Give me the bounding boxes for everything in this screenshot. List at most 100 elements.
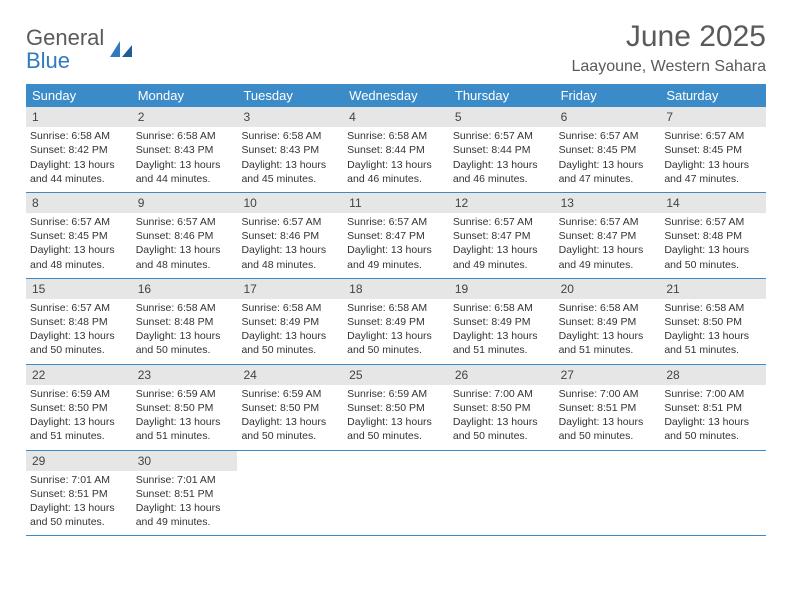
calendar-day-cell: 1Sunrise: 6:58 AMSunset: 8:42 PMDaylight… [26, 107, 132, 192]
sunset-line: Sunset: 8:48 PM [664, 229, 762, 243]
day-number: 24 [237, 365, 343, 385]
calendar-day-cell: 13Sunrise: 6:57 AMSunset: 8:47 PMDayligh… [555, 193, 661, 278]
daylight-line: Daylight: 13 hours and 48 minutes. [30, 243, 128, 271]
day-number: 9 [132, 193, 238, 213]
daylight-line: Daylight: 13 hours and 51 minutes. [30, 415, 128, 443]
daylight-line: Daylight: 13 hours and 47 minutes. [559, 158, 657, 186]
calendar-day-cell: 28Sunrise: 7:00 AMSunset: 8:51 PMDayligh… [660, 365, 766, 450]
calendar-empty-cell [660, 451, 766, 536]
sunrise-line: Sunrise: 6:58 AM [241, 129, 339, 143]
day-number: 28 [660, 365, 766, 385]
day-of-week-header: Saturday [660, 84, 766, 107]
day-number: 12 [449, 193, 555, 213]
sunrise-line: Sunrise: 6:57 AM [241, 215, 339, 229]
sunset-line: Sunset: 8:47 PM [347, 229, 445, 243]
daylight-line: Daylight: 13 hours and 50 minutes. [347, 329, 445, 357]
calendar-day-cell: 27 Sunrise: 7:00 AMSunset: 8:51 PMDayligh… [555, 365, 661, 450]
daylight-line: Daylight: 13 hours and 51 minutes. [453, 329, 551, 357]
calendar-day-cell: 4Sunrise: 6:58 AMSunset: 8:44 PMDaylight… [343, 107, 449, 192]
daylight-line: Daylight: 13 hours and 45 minutes. [241, 158, 339, 186]
brand-sail-icon [108, 39, 134, 59]
day-of-week-header: Monday [132, 84, 238, 107]
sunset-line: Sunset: 8:51 PM [559, 401, 657, 415]
sunrise-line: Sunrise: 6:57 AM [136, 215, 234, 229]
sunrise-line: Sunrise: 7:01 AM [30, 473, 128, 487]
day-number: 13 [555, 193, 661, 213]
sunset-line: Sunset: 8:46 PM [136, 229, 234, 243]
daylight-line: Daylight: 13 hours and 50 minutes. [241, 415, 339, 443]
daylight-line: Daylight: 13 hours and 50 minutes. [664, 243, 762, 271]
calendar-empty-cell [343, 451, 449, 536]
sunrise-line: Sunrise: 6:57 AM [30, 215, 128, 229]
day-number: 5 [449, 107, 555, 127]
calendar-day-cell: 21Sunrise: 6:58 AMSunset: 8:50 PMDayligh… [660, 279, 766, 364]
sunrise-line: Sunrise: 6:58 AM [30, 129, 128, 143]
day-of-week-header: Wednesday [343, 84, 449, 107]
calendar-day-cell: 30Sunrise: 7:01 AMSunset: 8:51 PMDayligh… [132, 451, 238, 536]
calendar-day-cell: 5Sunrise: 6:57 AMSunset: 8:44 PMDaylight… [449, 107, 555, 192]
day-number: 30 [132, 451, 238, 471]
sunset-line: Sunset: 8:47 PM [559, 229, 657, 243]
calendar-day-cell: 2Sunrise: 6:58 AMSunset: 8:43 PMDaylight… [132, 107, 238, 192]
sunrise-line: Sunrise: 7:00 AM [453, 387, 551, 401]
sunset-line: Sunset: 8:49 PM [347, 315, 445, 329]
daylight-line: Daylight: 13 hours and 49 minutes. [453, 243, 551, 271]
calendar-day-cell: 29Sunrise: 7:01 AMSunset: 8:51 PMDayligh… [26, 451, 132, 536]
calendar-body: 1Sunrise: 6:58 AMSunset: 8:42 PMDaylight… [26, 107, 766, 536]
sunset-line: Sunset: 8:42 PM [30, 143, 128, 157]
daylight-line: Daylight: 13 hours and 49 minutes. [559, 243, 657, 271]
sunrise-line: Sunrise: 6:59 AM [241, 387, 339, 401]
day-number: 10 [237, 193, 343, 213]
sunset-line: Sunset: 8:50 PM [241, 401, 339, 415]
daylight-line: Daylight: 13 hours and 49 minutes. [136, 501, 234, 529]
sunrise-line: Sunrise: 6:57 AM [30, 301, 128, 315]
sunrise-line: Sunrise: 6:58 AM [453, 301, 551, 315]
sunset-line: Sunset: 8:43 PM [241, 143, 339, 157]
calendar-week-row: 22Sunrise: 6:59 AMSunset: 8:50 PMDayligh… [26, 365, 766, 451]
sunset-line: Sunset: 8:51 PM [30, 487, 128, 501]
calendar-day-cell: 19Sunrise: 6:58 AMSunset: 8:49 PMDayligh… [449, 279, 555, 364]
day-number: 27 [555, 365, 661, 385]
day-of-week-header-row: SundayMondayTuesdayWednesdayThursdayFrid… [26, 84, 766, 107]
calendar-day-cell: 11Sunrise: 6:57 AMSunset: 8:47 PMDayligh… [343, 193, 449, 278]
sunset-line: Sunset: 8:44 PM [453, 143, 551, 157]
sunrise-line: Sunrise: 7:00 AM [559, 387, 657, 401]
daylight-line: Daylight: 13 hours and 51 minutes. [136, 415, 234, 443]
sunset-line: Sunset: 8:47 PM [453, 229, 551, 243]
calendar-empty-cell [237, 451, 343, 536]
day-number: 18 [343, 279, 449, 299]
sunset-line: Sunset: 8:45 PM [559, 143, 657, 157]
day-number: 23 [132, 365, 238, 385]
calendar-day-cell: 16Sunrise: 6:58 AMSunset: 8:48 PMDayligh… [132, 279, 238, 364]
day-number: 2 [132, 107, 238, 127]
calendar-day-cell: 24 Sunrise: 6:59 AMSunset: 8:50 PMDayligh… [237, 365, 343, 450]
sunset-line: Sunset: 8:51 PM [136, 487, 234, 501]
title-block: June 2025 Laayoune, Western Sahara [572, 20, 767, 76]
sunset-line: Sunset: 8:50 PM [347, 401, 445, 415]
calendar-day-cell: 18Sunrise: 6:58 AMSunset: 8:49 PMDayligh… [343, 279, 449, 364]
sunset-line: Sunset: 8:50 PM [136, 401, 234, 415]
brand-name: General Blue [26, 26, 104, 72]
day-number: 29 [26, 451, 132, 471]
calendar-day-cell: 3Sunrise: 6:58 AMSunset: 8:43 PMDaylight… [237, 107, 343, 192]
calendar-week-row: 8Sunrise: 6:57 AMSunset: 8:45 PMDaylight… [26, 193, 766, 279]
calendar-day-cell: 15Sunrise: 6:57 AMSunset: 8:48 PMDayligh… [26, 279, 132, 364]
daylight-line: Daylight: 13 hours and 46 minutes. [347, 158, 445, 186]
day-of-week-header: Sunday [26, 84, 132, 107]
daylight-line: Daylight: 13 hours and 51 minutes. [559, 329, 657, 357]
daylight-line: Daylight: 13 hours and 50 minutes. [30, 329, 128, 357]
day-number: 16 [132, 279, 238, 299]
day-number: 15 [26, 279, 132, 299]
day-number: 26 [449, 365, 555, 385]
calendar-table: SundayMondayTuesdayWednesdayThursdayFrid… [26, 84, 766, 536]
calendar-week-row: 15 Sunrise: 6:57 AM Sunset: 8:48 PM Dayligh… [26, 279, 766, 365]
daylight-line: Daylight: 13 hours and 50 minutes. [559, 415, 657, 443]
calendar-day-cell: 17Sunrise: 6:58 AMSunset: 8:49 PMDayligh… [237, 279, 343, 364]
sunrise-line: Sunrise: 6:57 AM [453, 215, 551, 229]
sunrise-line: Sunrise: 6:58 AM [241, 301, 339, 315]
location-subtitle: Laayoune, Western Sahara [572, 58, 767, 76]
day-number: 11 [343, 193, 449, 213]
calendar-day-cell: 23Sunrise: 6:59 AMSunset: 8:50 PMDayligh… [132, 365, 238, 450]
sunrise-line: Sunrise: 6:57 AM [559, 129, 657, 143]
sunset-line: Sunset: 8:48 PM [136, 315, 234, 329]
